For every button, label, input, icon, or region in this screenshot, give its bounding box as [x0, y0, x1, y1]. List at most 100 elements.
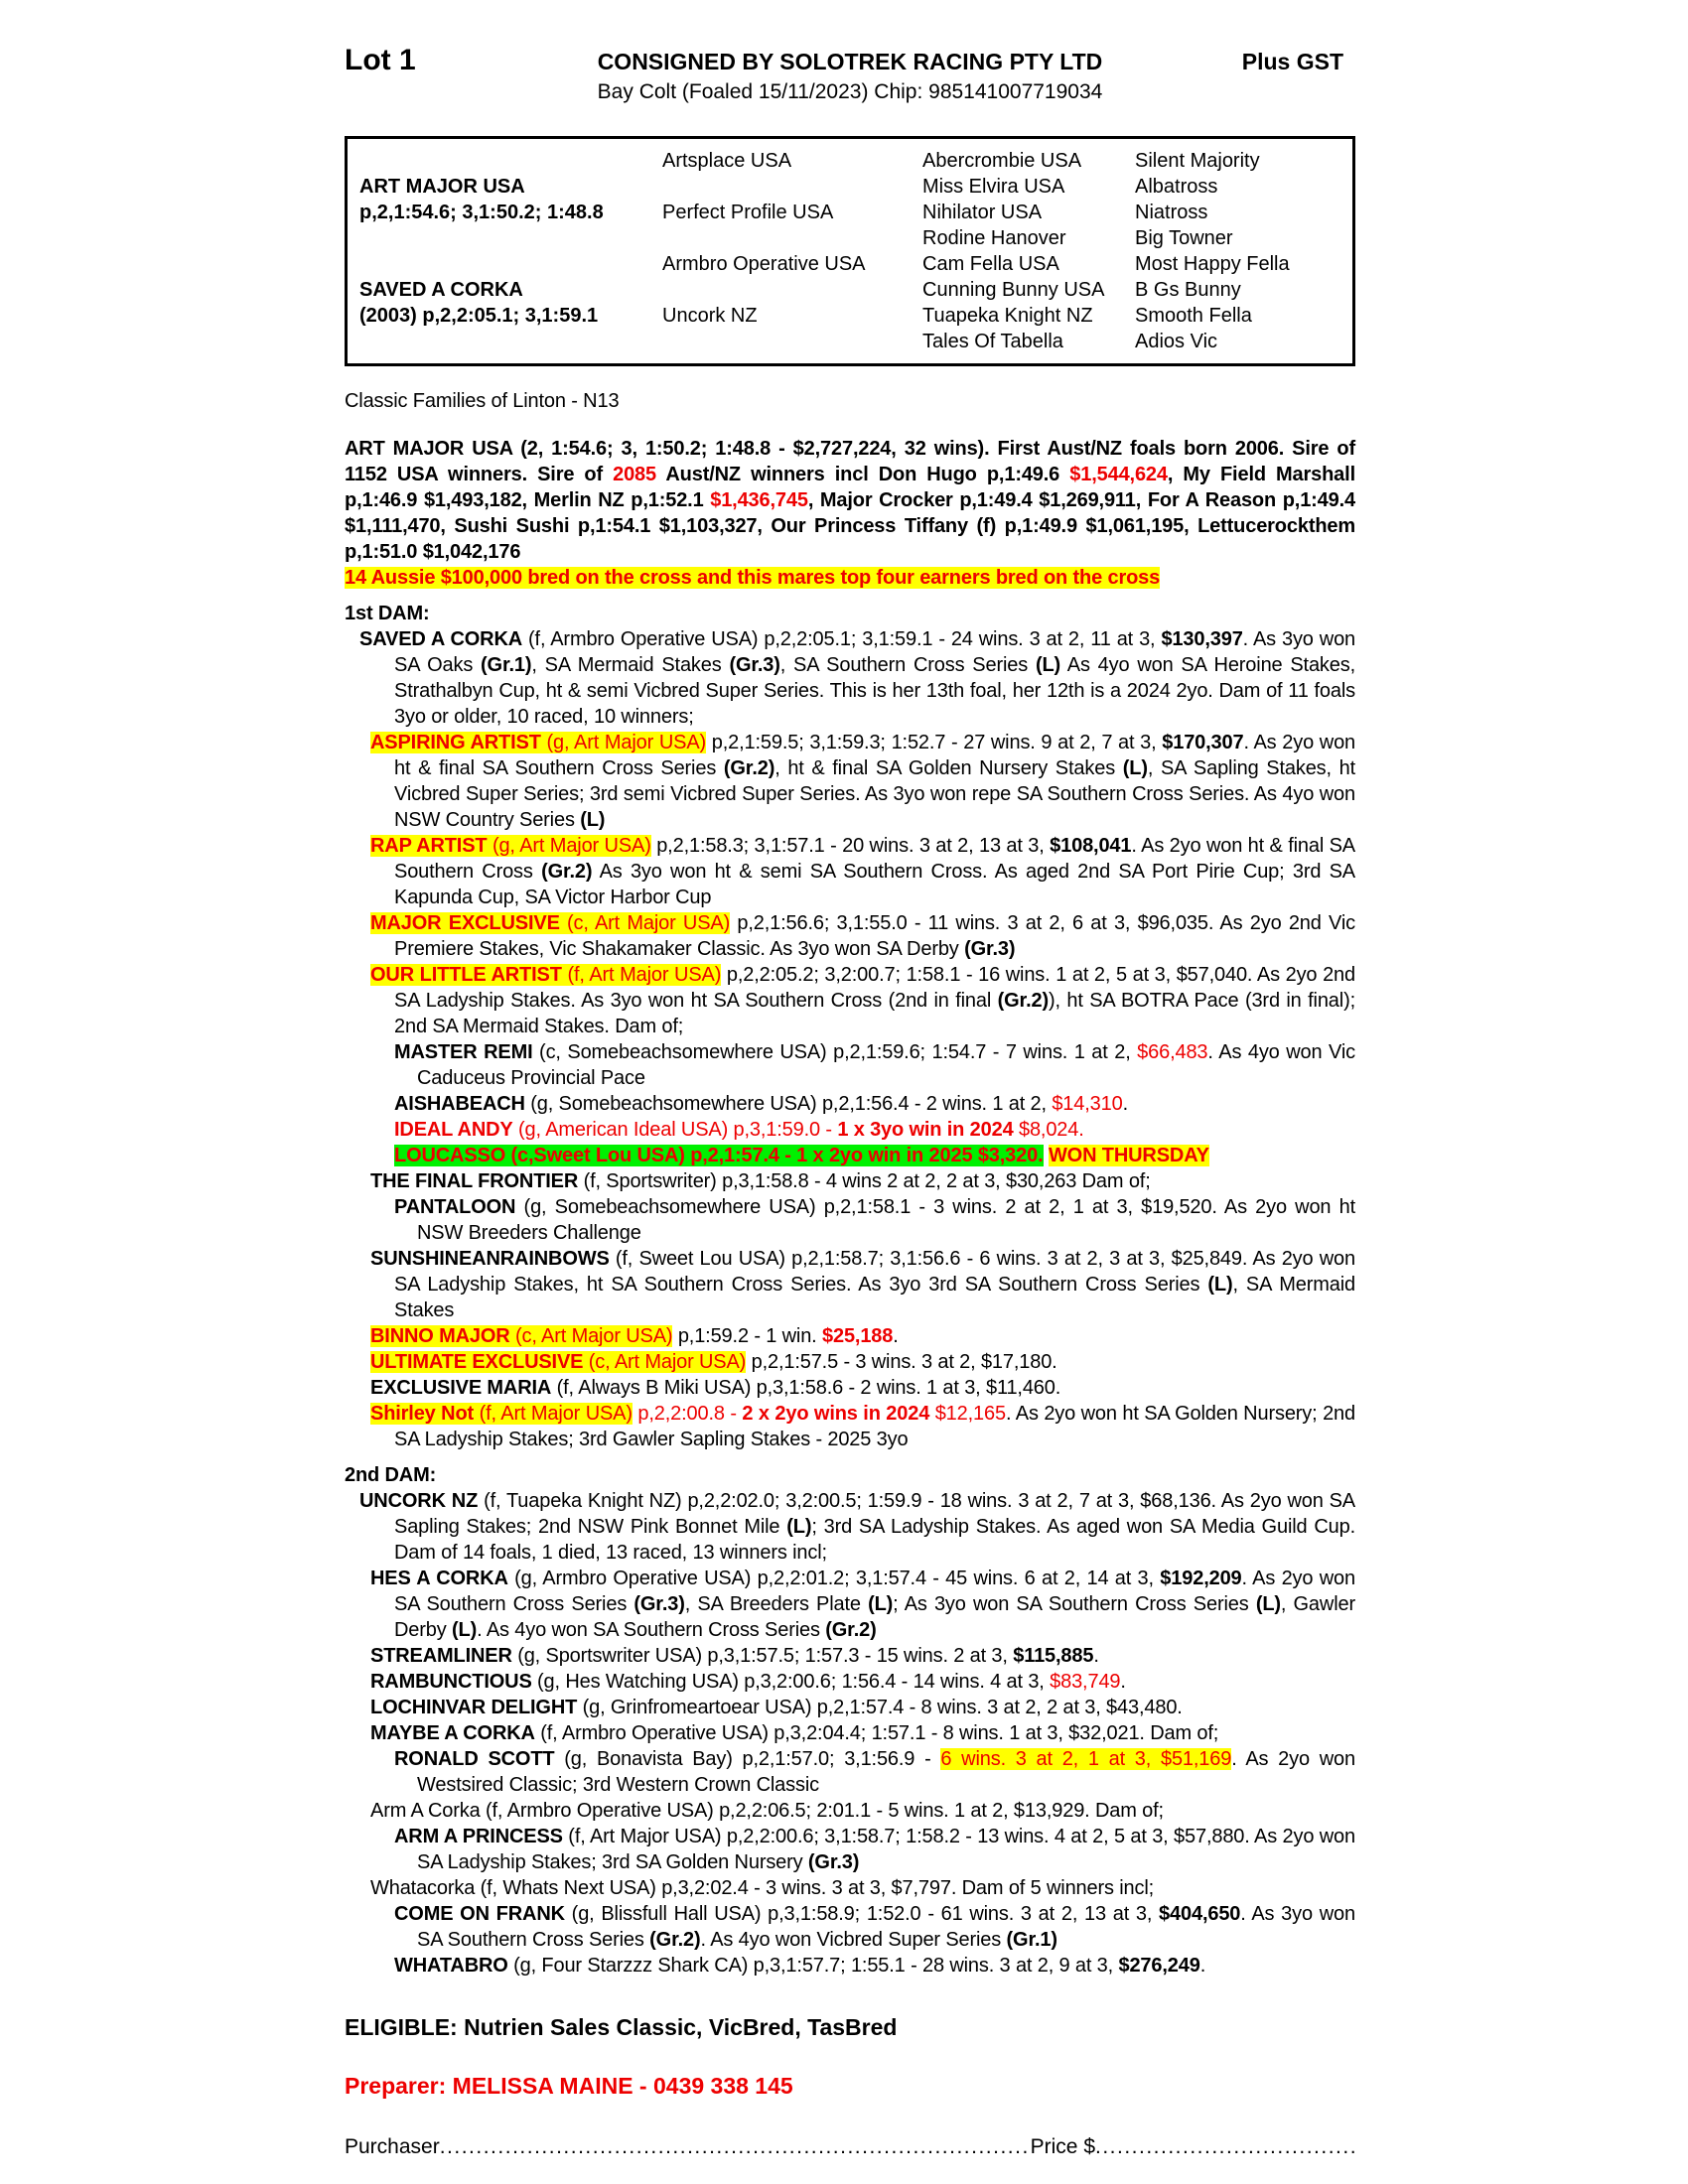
pedigree-entry: LOCHINVAR DELIGHT (g, Grinfromeartoear U…: [345, 1695, 1355, 1720]
text-segment: RAMBUNCTIOUS: [370, 1671, 532, 1693]
pedigree-entry: HES A CORKA (g, Armbro Operative USA) p,…: [345, 1566, 1355, 1643]
text-segment: (Gr.2): [997, 990, 1049, 1012]
pedigree-entry: ULTIMATE EXCLUSIVE (c, Art Major USA) p,…: [345, 1349, 1355, 1375]
pedigree-entry: EXCLUSIVE MARIA (f, Always B Miki USA) p…: [345, 1375, 1355, 1401]
pedigree-cell: Tuapeka Knight NZ: [922, 305, 1093, 327]
text-segment: $8,024.: [1013, 1119, 1084, 1141]
text-segment: (Gr.3): [633, 1593, 685, 1615]
pedigree-cell: [359, 329, 662, 354]
text-segment: (L): [1035, 654, 1061, 676]
text-segment: (L): [580, 809, 606, 831]
text-segment: LOCHINVAR DELIGHT: [370, 1697, 578, 1718]
text-segment: (f, Art Major USA) p,2,2:00.6; 3,1:58.7;…: [417, 1826, 1356, 1873]
text-segment: $12,165: [929, 1403, 1006, 1425]
text-segment: Classic Families of Linton - N13: [345, 390, 620, 412]
pedigree-body: Classic Families of Linton - N13 ART MAJO…: [345, 388, 1355, 1979]
pedigree-cell: [662, 329, 922, 354]
text-segment: BINNO MAJOR: [370, 1325, 515, 1347]
text-segment: RAP ARTIST: [370, 835, 492, 857]
text-segment: (g, Four Starzzz Shark CA) p,3,1:57.7; 1…: [507, 1955, 1119, 1977]
text-segment: $1,436,745: [710, 489, 808, 511]
pedigree-entry: Shirley Not (f, Art Major USA) p,2,2:00.…: [345, 1401, 1355, 1452]
pedigree-cell: [662, 174, 922, 200]
text-segment: $14,310: [1052, 1093, 1123, 1115]
text-segment: WHATABRO: [394, 1955, 508, 1977]
cross-note: 14 Aussie $100,000 bred on the cross and…: [345, 565, 1355, 591]
text-segment: RONALD SCOTT: [394, 1748, 555, 1770]
pedigree-entry: MAYBE A CORKA (f, Armbro Operative USA) …: [345, 1720, 1355, 1746]
text-segment: $66,483: [1137, 1041, 1208, 1063]
pedigree-cell: Smooth Fella: [1135, 305, 1252, 327]
text-segment: , SA Sapling Stakes, ht Vicbred Super Se…: [394, 757, 1355, 831]
text-segment: PANTALOON: [394, 1196, 516, 1218]
text-segment: 6 wins. 3 at 2, 1 at 3, $51,169: [940, 1748, 1232, 1770]
pedigree-cell: Big Towner: [1135, 227, 1233, 249]
text-segment: . As 2yo won Westsired Classic; 3rd West…: [417, 1748, 1355, 1796]
text-segment: (f, Tuapeka Knight NZ) p,2,2:02.0; 3,2:0…: [394, 1490, 1356, 1538]
pedigree-cell: (2003) p,2,2:05.1; 3,1:59.1: [359, 305, 599, 327]
text-segment: (L): [1255, 1593, 1281, 1615]
text-segment: (Gr.2): [723, 757, 775, 779]
pedigree-cell: Artsplace USA: [662, 150, 792, 172]
text-segment: (L): [1122, 757, 1148, 779]
pedigree-entry: Arm A Corka (f, Armbro Operative USA) p,…: [345, 1798, 1355, 1824]
text-segment: (f, Art Major USA): [479, 1403, 633, 1425]
text-segment: . As 2yo won ht & final SA Southern Cros…: [394, 732, 1356, 779]
pedigree-cell: Silent Majority: [1135, 150, 1260, 172]
pedigree-cell: Cunning Bunny USA: [922, 279, 1105, 301]
pedigree-entry: THE FINAL FRONTIER (f, Sportswriter) p,3…: [345, 1168, 1355, 1194]
purchaser-fill-in[interactable]: ........................................…: [439, 2135, 1031, 2158]
text-segment: $276,249: [1118, 1955, 1200, 1977]
pedigree-cell: Nihilator USA: [922, 202, 1043, 223]
text-segment: . As 2yo won SA Southern Cross Series: [394, 1568, 1355, 1615]
pedigree-cell: Perfect Profile USA: [662, 202, 834, 223]
pedigree-cell: Most Happy Fella: [1135, 253, 1290, 275]
pedigree-cell: Rodine Hanover: [922, 227, 1066, 249]
text-segment: 1 x 3yo win in 2024: [837, 1119, 1014, 1141]
pedigree-cell: p,2,1:54.6; 3,1:50.2; 1:48.8: [359, 202, 604, 223]
text-segment: (L): [786, 1516, 812, 1538]
text-segment: $404,650: [1159, 1903, 1241, 1925]
text-segment: p,2,1:57.5 - 3 wins. 3 at 2, $17,180.: [746, 1351, 1057, 1373]
gst-note: Plus GST: [1241, 49, 1343, 74]
text-segment: ARM A PRINCESS: [394, 1826, 563, 1847]
text-segment: (g, Grinfromeartoear USA) p,2,1:57.4 - 8…: [577, 1697, 1183, 1718]
text-segment: (g, Somebeachsomewhere USA) p,2,1:56.4 -…: [524, 1093, 1053, 1115]
text-segment: (c, Art Major USA): [567, 912, 731, 934]
text-segment: (g, Sportswriter USA) p,3,1:57.5; 1:57.3…: [511, 1645, 1014, 1667]
text-segment: (f, Sportswriter) p,3,1:58.8 - 4 wins 2 …: [578, 1170, 1151, 1192]
text-segment: (g, Somebeachsomewhere USA) p,2,1:58.1 -…: [417, 1196, 1355, 1244]
pedigree-cell: Uncork NZ: [662, 305, 758, 327]
text-segment: $130,397: [1161, 628, 1243, 650]
text-segment: (c, Art Major USA): [588, 1351, 747, 1373]
text-segment: (Gr.2): [649, 1929, 701, 1951]
text-segment: , SA Mermaid Stakes: [394, 1274, 1355, 1321]
pedigree-entry: STREAMLINER (g, Sportswriter USA) p,3,1:…: [345, 1643, 1355, 1669]
pedigree-entry: PANTALOON (g, Somebeachsomewhere USA) p,…: [345, 1194, 1355, 1246]
text-segment: (g, Art Major USA): [492, 835, 651, 857]
text-segment: p,2,1:56.6; 3,1:55.0 - 11 wins. 3 at 2, …: [394, 912, 1355, 960]
text-segment: .: [1120, 1671, 1126, 1693]
pedigree-entry: LOUCASSO (c,Sweet Lou USA) p,2,1:57.4 - …: [345, 1143, 1355, 1168]
page-header: Lot 1 CONSIGNED BY SOLOTREK RACING PTY L…: [345, 44, 1355, 104]
text-segment: (c, Somebeachsomewhere USA) p,2,1:59.6; …: [532, 1041, 1138, 1063]
text-segment: , My Field Marshall p,1:46.9 $1,493,182,…: [345, 464, 1355, 511]
text-segment: OUR LITTLE ARTIST: [370, 964, 568, 986]
pedigree-cell: [359, 251, 662, 277]
pedigree-entry: COME ON FRANK (g, Blissfull Hall USA) p,…: [345, 1901, 1355, 1953]
pedigree-cell: [359, 148, 662, 174]
text-segment: 2085: [613, 464, 657, 485]
pedigree-entry: SUNSHINEANRAINBOWS (f, Sweet Lou USA) p,…: [345, 1246, 1355, 1323]
horse-description: Bay Colt (Foaled 15/11/2023) Chip: 98514…: [597, 80, 1103, 103]
text-segment: (f, Art Major USA): [567, 964, 722, 986]
text-segment: HES A CORKA: [370, 1568, 508, 1589]
sire-record: ART MAJOR USA (2, 1:54.6; 3, 1:50.2; 1:4…: [345, 436, 1355, 565]
price-fill-in[interactable]: ........................................…: [1095, 2135, 1355, 2158]
pedigree-entry: RAP ARTIST (g, Art Major USA) p,2,1:58.3…: [345, 833, 1355, 910]
text-segment: (Gr.1): [481, 654, 532, 676]
text-segment: (g, American Ideal USA) p,3,1:59.0 -: [512, 1119, 838, 1141]
page-content: Lot 1 CONSIGNED BY SOLOTREK RACING PTY L…: [345, 0, 1355, 2159]
text-segment: $192,209: [1160, 1568, 1242, 1589]
text-segment: COME ON FRANK: [394, 1903, 565, 1925]
